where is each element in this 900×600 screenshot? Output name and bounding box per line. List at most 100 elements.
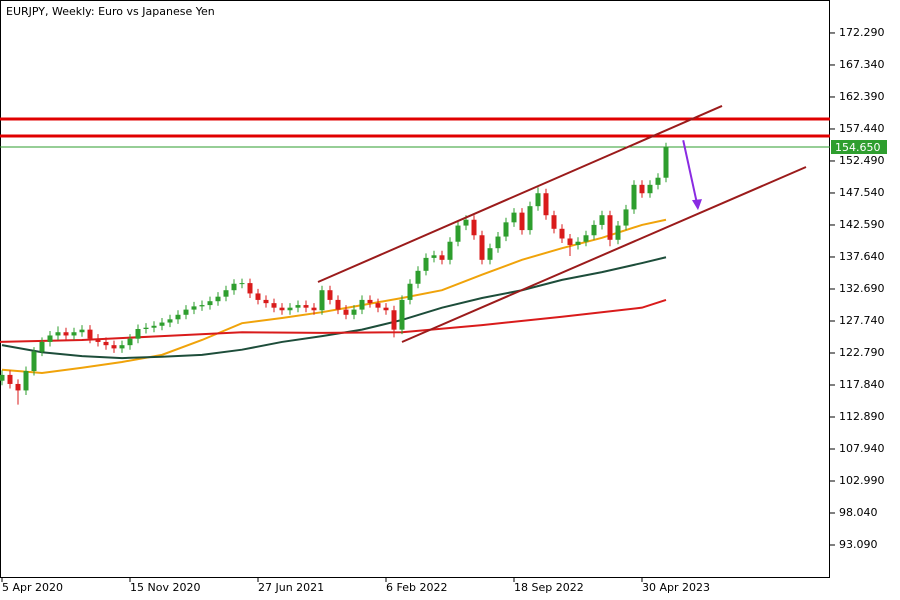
candle-body [423,257,429,271]
candle-body [31,351,37,372]
candle-body [511,212,517,223]
candle-body [607,215,613,240]
candle-body [191,306,197,310]
candle-body [0,374,5,381]
candle-body [367,299,373,304]
candle-body [119,345,125,349]
candle-body [383,307,389,311]
candle-body [655,177,661,185]
candle-body [447,241,453,260]
candle-body [199,305,205,307]
candle-body [431,255,437,258]
candle-body [271,303,277,308]
y-tick-label: 122.790 [839,346,885,359]
candle-body [327,290,333,300]
channel-line [317,105,723,283]
candle-body [255,293,261,300]
candle-body [263,299,269,304]
candle-body [319,290,325,311]
candle-body [519,212,525,231]
moving-average [1,256,667,360]
candle-body [175,314,181,320]
candle-body [95,338,101,342]
candle-body [311,307,317,311]
candle-body [343,309,349,315]
candle-body [23,371,29,391]
x-tick-label: 5 Apr 2020 [2,581,63,594]
candle-body [215,296,221,302]
candle-body [551,215,557,229]
candle-body [471,219,477,236]
candle-body [151,325,157,328]
candle-body [295,305,301,308]
candle-body [535,193,541,207]
y-tick-label: 142.590 [839,218,885,231]
candle-body [359,299,365,310]
channel-line [401,166,807,343]
candle-body [111,345,117,349]
y-tick-label: 102.990 [839,474,885,487]
candle-body [207,301,213,306]
candle-body [279,307,285,311]
arrow [682,140,699,209]
candle-body [47,335,53,342]
y-tick-label: 147.540 [839,186,885,199]
y-tick-label: 167.340 [839,58,885,71]
candle-body [639,184,645,194]
candle-body [71,332,77,336]
candle-body [559,228,565,239]
candle-body [135,329,141,339]
candle-body [335,299,341,310]
candle-body [575,241,581,245]
candle-body [647,184,653,194]
candle-body [455,225,461,242]
price-label-box [831,140,887,155]
moving-average [1,218,667,374]
candle-body [663,147,669,178]
candle-body [375,303,381,308]
candle-body [247,283,253,294]
candle-body [7,374,13,384]
y-tick-label: 132.690 [839,282,885,295]
candle-body [87,329,93,339]
y-tick-label: 93.090 [839,538,878,551]
candle-body [143,327,149,330]
price-label: 154.650 [835,141,881,154]
arrow-head [692,199,702,211]
candle-body [407,283,413,300]
candle-body [591,224,597,236]
candle-body [167,319,173,323]
y-tick-label: 112.890 [839,410,885,423]
y-tick-label: 152.490 [839,154,885,167]
x-tick-label: 6 Feb 2022 [386,581,447,594]
chart-title: EURJPY, Weekly: Euro vs Japanese Yen [6,5,215,18]
candle-body [159,322,165,326]
candle-body [79,329,85,333]
candle-body [439,255,445,260]
candle-body [391,310,397,330]
candle-body [63,332,69,336]
y-tick-label: 107.940 [839,442,885,455]
candle-body [39,341,45,352]
x-tick-label: 27 Jun 2021 [258,581,324,594]
candle-body [527,206,533,231]
candle-body [503,222,509,237]
candle-body [239,283,245,285]
candle-body [103,341,109,346]
moving-average [0,298,667,343]
candle-body [567,238,573,245]
candle-body [15,383,21,391]
y-tick-label: 98.040 [839,506,878,519]
candle-body [631,184,637,210]
candle-body [479,235,485,260]
candle-body [55,332,61,336]
x-tick-label: 18 Sep 2022 [514,581,584,594]
y-tick-label: 137.640 [839,250,885,263]
candle-body [623,209,629,226]
candle-body [615,225,621,240]
candle-body [351,309,357,315]
candle-body [223,290,229,297]
candle-body [583,235,589,242]
candle-body [127,338,133,346]
